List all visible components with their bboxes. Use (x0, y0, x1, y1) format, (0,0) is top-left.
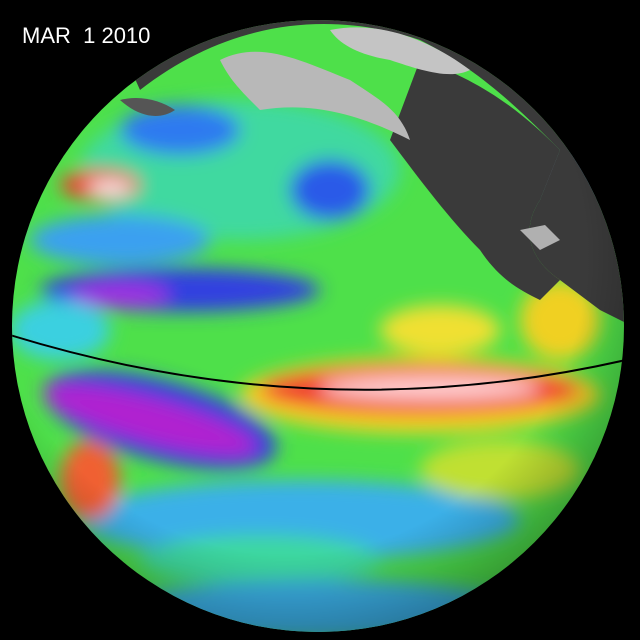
equator-line (12, 334, 624, 391)
date-label: MAR 1 2010 (22, 23, 150, 48)
